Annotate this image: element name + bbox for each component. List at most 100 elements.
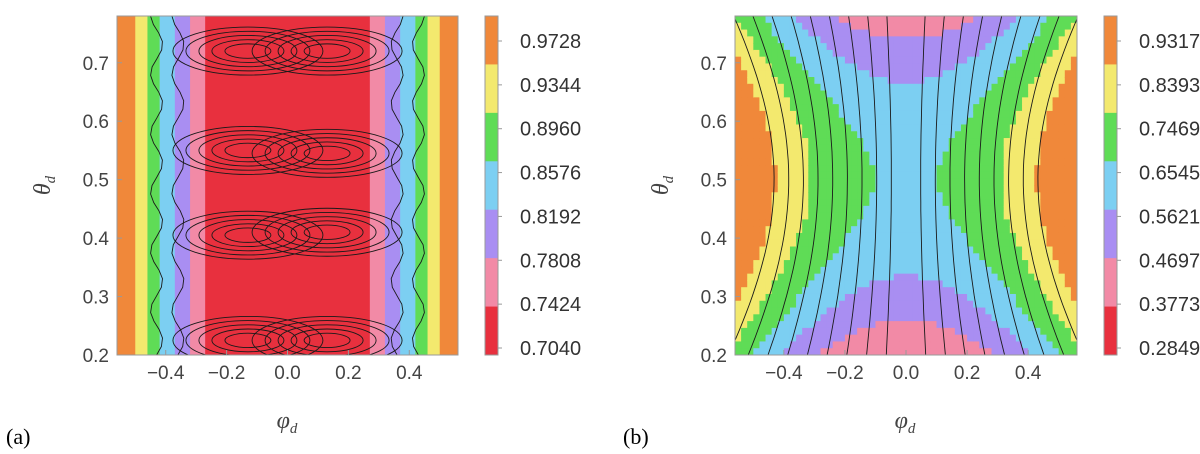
field-cell [906,334,913,343]
field-cell [796,56,803,65]
field-cell [1052,314,1060,322]
field-cell [893,273,901,282]
contour-line [806,16,834,355]
field-cell [869,97,877,105]
field-cell [1052,56,1060,65]
field-cell [741,327,748,336]
field-cell [1034,97,1041,105]
field-cell [942,43,950,51]
field-cell [747,219,754,227]
field-cell [844,192,852,200]
field-cell [802,77,809,85]
field-cell [924,246,932,254]
field-cell [924,266,932,275]
field-cell [771,327,779,336]
field-cell [869,348,877,355]
field-cell [851,70,858,78]
field-cell [814,273,822,282]
field-cell [1064,110,1072,119]
field-cell [985,341,993,349]
field-cell [1015,293,1023,302]
field-cell [893,131,901,139]
field-cell [1015,239,1023,248]
field-cell [832,253,840,261]
field-cell [826,104,834,112]
field-cell [881,43,889,51]
field-cell [899,171,907,180]
field-cell [881,199,889,207]
field-cell [912,56,919,65]
field-cell [1070,165,1077,173]
field-cell [1046,192,1054,200]
field-cell [1040,327,1048,336]
field-cell [924,117,932,126]
field-cell [765,171,773,180]
field-cell [930,199,938,207]
panel-label: (a) [6,424,30,449]
field-cell [857,266,864,275]
field-cell [973,151,980,159]
colorbar-segment [1104,112,1117,162]
field-cell [960,16,968,24]
field-cell [991,63,999,71]
field-cell [1009,273,1017,282]
field-cell [899,348,907,355]
field-cell [1022,144,1029,153]
field-cell [1064,56,1072,65]
field-cell [1058,280,1066,288]
field-cell [973,158,980,166]
field-cell [899,212,907,220]
field-cell [863,117,870,126]
field-cell [1046,29,1054,37]
colorbar-label: 0.7040 [520,338,581,360]
field-cell [826,314,834,322]
field-cell [924,226,932,234]
field-cell [1040,165,1048,173]
field-cell [1040,124,1048,132]
field-cell [777,232,785,241]
field-cell [918,205,925,214]
field-cell [1070,77,1077,85]
field-cell [942,124,950,132]
field-cell [826,43,834,51]
field-cell [735,205,742,214]
colorbar-label: 0.8393 [1139,75,1200,97]
field-cell [918,314,925,322]
field-cell [1046,165,1054,173]
field-cell [967,124,974,132]
field-cell [930,205,938,214]
field-cell [967,226,974,234]
field-cell [796,300,803,309]
field-cell [771,280,779,288]
field-cell [918,219,925,227]
field-cell [844,232,852,241]
field-cell [930,165,938,173]
field-cell [808,273,815,282]
field-cell [844,266,852,275]
field-cell [942,327,950,336]
field-cell [918,307,925,315]
field-cell [1058,246,1066,254]
field-cell [863,178,870,187]
field-cell [948,16,956,24]
field-cell [741,151,748,159]
x-tick-label: 0.4 [396,363,423,384]
field-cell [735,334,742,343]
contour-line [949,16,966,355]
field-cell [1052,158,1060,166]
field-cell [985,49,993,58]
field-cell [875,287,883,295]
field-cell [1040,219,1048,227]
field-cell [1009,63,1017,71]
field-cell [942,266,950,275]
field-cell [838,219,846,227]
field-cell [1015,212,1023,220]
y-tick-label: 0.3 [83,288,109,309]
field-cell [741,43,748,51]
field-cell [735,110,742,119]
field-cell [960,199,968,207]
color-band [135,16,148,355]
field-cell [838,185,846,193]
field-cell [991,239,999,248]
field-cell [735,36,742,44]
